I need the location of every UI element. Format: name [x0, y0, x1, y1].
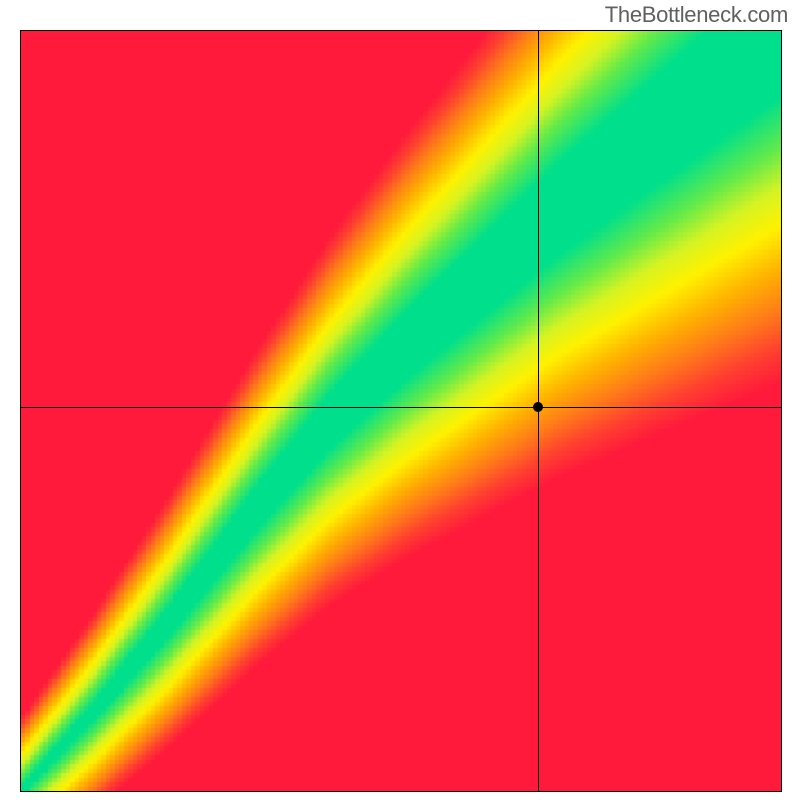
- crosshair-horizontal: [21, 407, 781, 408]
- crosshair-marker: [533, 402, 543, 412]
- watermark-text: TheBottleneck.com: [605, 2, 788, 28]
- heatmap-canvas: [21, 31, 781, 791]
- heatmap-plot: [20, 30, 782, 792]
